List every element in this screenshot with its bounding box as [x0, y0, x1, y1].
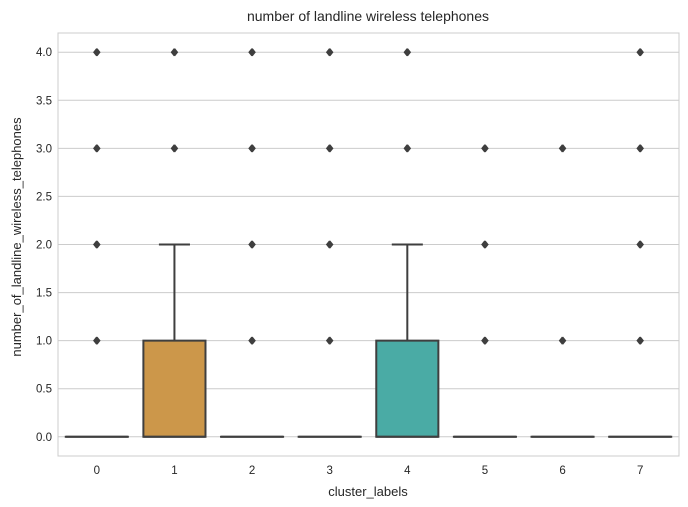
outlier-point — [637, 240, 644, 249]
y-tick-label: 3.0 — [36, 143, 52, 155]
y-axis-label: number_of_landline_wireless_telephones — [9, 117, 24, 357]
x-tick-label: 7 — [637, 465, 643, 477]
y-tick-label: 0.0 — [36, 432, 52, 444]
outlier-point — [94, 240, 101, 249]
x-tick-label: 6 — [559, 465, 565, 477]
outlier-point — [94, 48, 101, 57]
outlier-point — [249, 336, 256, 345]
outlier-point — [404, 48, 412, 57]
outlier-point — [327, 240, 334, 249]
y-tick-label: 4.0 — [36, 47, 52, 59]
box-group-1 — [142, 48, 207, 438]
boxes — [64, 48, 673, 438]
outlier-point — [171, 144, 179, 153]
plot-area-frame — [57, 32, 680, 457]
outlier-point — [404, 144, 412, 153]
outlier-point — [249, 240, 256, 249]
outlier-point — [637, 144, 644, 153]
box-group-2 — [220, 48, 285, 438]
y-tick-label: 1.5 — [36, 288, 52, 300]
y-tick-label: 0.5 — [36, 384, 52, 396]
y-tick-label: 2.0 — [36, 240, 52, 252]
x-tick-label: 1 — [171, 465, 177, 477]
y-tick-label: 3.5 — [36, 95, 52, 107]
box-group-6 — [530, 144, 595, 438]
y-tick-labels: 0.0 0.5 1.0 1.5 2.0 2.5 3.0 3.5 4.0 — [36, 47, 52, 444]
outlier-point — [171, 48, 179, 57]
x-tick-label: 5 — [482, 465, 488, 477]
y-tick-label: 1.0 — [36, 336, 52, 348]
box-body — [142, 339, 207, 438]
x-tick-label: 2 — [249, 465, 255, 477]
x-tick-labels: 0 1 2 3 4 5 6 7 — [94, 465, 644, 477]
x-tick-label: 3 — [326, 465, 332, 477]
outlier-point — [249, 144, 256, 153]
box-group-4 — [375, 48, 440, 438]
outlier-point — [94, 336, 101, 345]
outlier-point — [482, 240, 489, 249]
x-tick-label: 0 — [94, 465, 100, 477]
outlier-point — [94, 144, 101, 153]
box-group-5 — [452, 144, 517, 438]
outlier-point — [327, 144, 334, 153]
outlier-point — [637, 48, 644, 57]
outlier-point — [637, 336, 644, 345]
outlier-point — [249, 48, 256, 57]
x-tick-label: 4 — [404, 465, 411, 477]
outlier-point — [559, 336, 567, 345]
outlier-point — [482, 336, 489, 345]
box-group-7 — [608, 48, 673, 438]
outlier-point — [482, 144, 489, 153]
box-group-0 — [64, 48, 129, 438]
box-body — [375, 339, 440, 438]
outlier-point — [559, 144, 567, 153]
outlier-point — [327, 48, 334, 57]
box-group-3 — [297, 48, 362, 438]
chart-title: number of landline wireless telephones — [247, 8, 489, 24]
outlier-point — [327, 336, 334, 345]
y-tick-label: 2.5 — [36, 191, 52, 203]
x-axis-label: cluster_labels — [328, 484, 408, 499]
